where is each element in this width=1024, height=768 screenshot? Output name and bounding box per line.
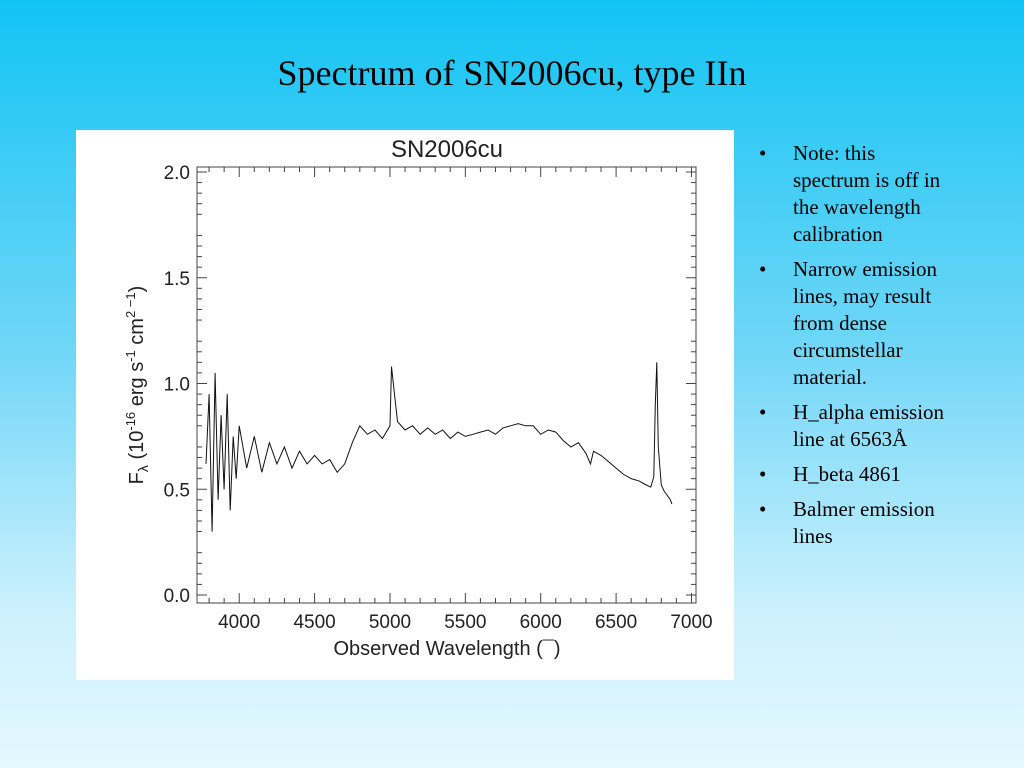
- x-tick-label: 4000: [218, 612, 260, 633]
- y-axis-label: Fλ (10-16 erg s-1 cm2 −1): [123, 286, 151, 485]
- bullet-item: H_alpha emission line at 6563Å: [757, 399, 957, 453]
- x-tick-label: 5000: [369, 612, 411, 633]
- slide-title: Spectrum of SN2006cu, type IIn: [277, 53, 747, 93]
- y-tick-label: 0.0: [164, 586, 190, 607]
- y-label-mid2: cm: [126, 318, 148, 350]
- y-label-sup1: -16: [123, 412, 138, 431]
- bullet-item: H_beta 4861: [757, 461, 957, 488]
- bullet-list: Note: this spectrum is off in the wavele…: [757, 140, 957, 558]
- spectrum-series-line: [205, 362, 673, 532]
- y-tick-label: 1.5: [164, 269, 190, 290]
- y-label-sup3: 2 −1: [123, 292, 138, 318]
- x-tick-label: 4500: [293, 612, 335, 633]
- y-label-sub: λ: [135, 465, 151, 472]
- chart-title: SN2006cu: [391, 136, 503, 163]
- y-tick-label: 0.5: [164, 480, 190, 501]
- bullet-item: Balmer emission lines: [757, 496, 957, 550]
- x-axis-label: Observed Wavelength (¯): [333, 638, 560, 660]
- y-tick-label: 1.0: [164, 375, 190, 396]
- y-label-rest: (10: [126, 431, 148, 465]
- y-tick-label: 2.0: [164, 163, 190, 184]
- spectrum-figure: SN2006cu 4000 4500 5000 5500 6000 6500 7000 0.0…: [76, 130, 734, 680]
- x-tick-label: 6000: [520, 612, 562, 633]
- x-tick-label: 5500: [444, 612, 486, 633]
- y-label-end: ): [126, 286, 148, 293]
- x-tick-label: 6500: [595, 612, 637, 633]
- spectrum-chart: SN2006cu 4000 4500 5000 5500 6000 6500 7000 0.0…: [123, 136, 713, 660]
- y-label-main: F: [126, 472, 148, 484]
- bullet-item: Narrow emission lines, may result from d…: [757, 256, 957, 391]
- bullet-item: Note: this spectrum is off in the wavele…: [757, 140, 957, 248]
- plot-frame: [196, 166, 697, 604]
- y-label-mid: erg s: [126, 362, 148, 412]
- x-tick-label: 7000: [670, 612, 712, 633]
- y-label-sup2: -1: [123, 350, 138, 362]
